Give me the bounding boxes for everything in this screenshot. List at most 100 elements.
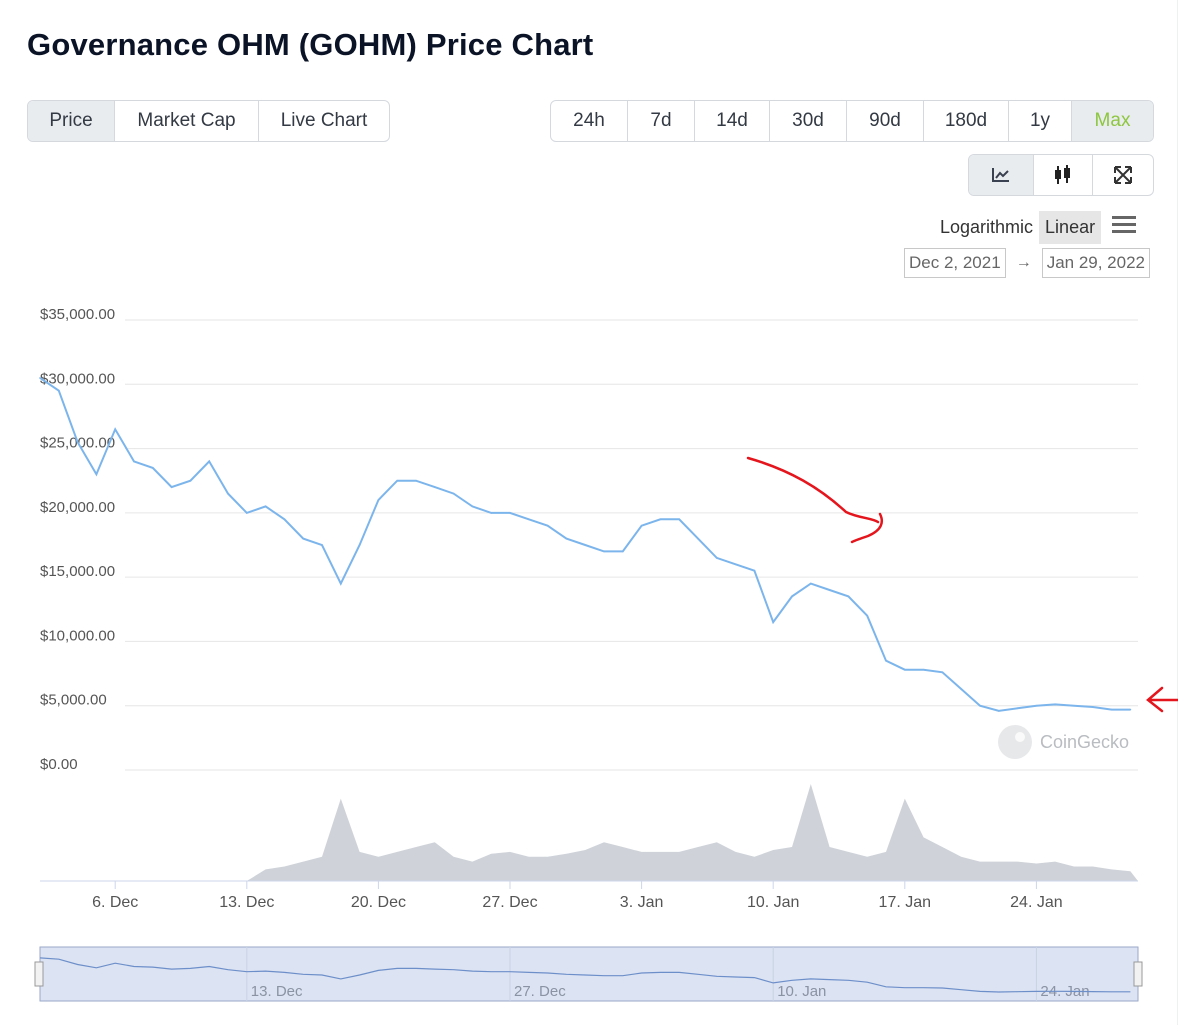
annotation-arrow-down <box>746 456 884 544</box>
scale-toggle: Logarithmic Linear <box>934 209 1102 245</box>
date-arrow: → <box>1015 254 1032 271</box>
price-point <box>76 441 79 443</box>
price-point <box>434 486 436 488</box>
y-tick-label: $15,000.00 <box>40 563 115 580</box>
y-tick-label: $10,000.00 <box>40 627 115 644</box>
volume-area <box>40 784 1138 881</box>
range-14d-button[interactable]: 14d <box>695 101 770 141</box>
tab-live-chart[interactable]: Live Chart <box>280 110 368 131</box>
price-point <box>546 524 549 527</box>
price-point <box>960 688 962 690</box>
price-point <box>509 512 511 514</box>
range-max-button[interactable]: Max <box>1072 101 1153 141</box>
price-point <box>753 569 756 572</box>
range-30d-button[interactable]: 30d <box>770 101 847 141</box>
chart-tools <box>968 154 1154 196</box>
page-scrollbar-track[interactable] <box>1177 0 1178 1025</box>
price-point <box>866 614 868 617</box>
price-point <box>603 550 605 553</box>
navigator-mask[interactable] <box>39 946 1139 1002</box>
price-point <box>95 473 98 476</box>
price-point <box>584 544 586 546</box>
annotation-arrow-left <box>1146 686 1178 713</box>
price-point <box>170 486 173 488</box>
price-point <box>321 544 323 546</box>
y-tick-label: $5,000.00 <box>40 692 107 709</box>
price-point <box>678 518 680 521</box>
navigator-tick-label: 27. Dec <box>514 983 566 1000</box>
fullscreen-button[interactable] <box>1093 155 1153 195</box>
price-point <box>998 710 1000 712</box>
price-point <box>1016 707 1019 710</box>
y-tick-label: $20,000.00 <box>40 499 115 516</box>
price-point <box>528 518 530 521</box>
range-24h-button[interactable]: 24h <box>551 101 628 141</box>
range-7d-button[interactable]: 7d <box>628 101 695 141</box>
price-point <box>114 428 116 431</box>
price-point <box>810 582 812 585</box>
price-point <box>847 595 850 598</box>
price-point <box>941 671 944 674</box>
coingecko-watermark: CoinGecko <box>998 725 1129 759</box>
fullscreen-icon <box>1114 166 1132 184</box>
x-tick-label: 27. Dec <box>482 894 537 911</box>
tab-market-cap[interactable]: Market Cap <box>115 101 259 141</box>
price-point <box>490 512 493 514</box>
navigator-left-handle[interactable] <box>34 961 44 987</box>
price-point <box>1129 708 1132 711</box>
price-point <box>622 550 624 553</box>
price-point <box>565 537 568 540</box>
date-to-input[interactable]: Jan 29, 2022 <box>1041 248 1150 278</box>
tab-price[interactable]: Price <box>28 101 115 141</box>
scale-linear-option[interactable]: Linear <box>1039 210 1102 244</box>
x-tick-label: 24. Jan <box>1010 894 1062 911</box>
range-180d-button[interactable]: 180d <box>924 101 1009 141</box>
price-point <box>640 524 643 527</box>
price-point <box>340 582 342 585</box>
x-tick-label: 3. Jan <box>620 894 664 911</box>
candlestick-button[interactable] <box>1034 155 1093 195</box>
price-point <box>904 668 906 671</box>
time-range-selector: 24h 7d 14d 30d 90d 180d 1y Max <box>550 100 1154 142</box>
price-point <box>396 479 399 482</box>
price-point <box>208 460 210 463</box>
price-point <box>227 492 229 495</box>
y-tick-label: $0.00 <box>40 756 78 773</box>
x-tick-label: 10. Jan <box>747 894 799 911</box>
price-point <box>885 659 887 662</box>
hamburger-menu-icon[interactable] <box>1112 215 1136 235</box>
price-point <box>189 479 192 482</box>
price-point <box>452 492 455 495</box>
date-from-input[interactable]: Dec 2, 2021 <box>904 248 1006 278</box>
price-point <box>1110 708 1113 711</box>
price-point <box>772 621 774 623</box>
coingecko-text: CoinGecko <box>1040 732 1129 752</box>
range-90d-button[interactable]: 90d <box>847 101 924 141</box>
price-point <box>152 467 154 469</box>
x-tick-label: 17. Jan <box>879 894 931 911</box>
price-point <box>377 499 380 501</box>
price-point <box>39 377 41 379</box>
navigator[interactable]: 13. Dec 27. Dec 10. Jan 24. Jan <box>34 946 1143 1002</box>
price-point <box>264 505 267 508</box>
navigator-right-handle[interactable] <box>1133 961 1143 987</box>
price-point <box>415 479 417 482</box>
y-tick-label: $35,000.00 <box>40 306 115 323</box>
x-tick-label: 6. Dec <box>92 894 138 911</box>
annotations <box>746 456 1178 713</box>
line-chart-button[interactable] <box>969 155 1034 195</box>
y-tick-label: $30,000.00 <box>40 370 115 387</box>
navigator-series <box>39 957 1131 993</box>
range-1y-button[interactable]: 1y <box>1009 101 1072 141</box>
price-point <box>659 518 662 521</box>
price-point <box>302 537 305 540</box>
price-point <box>246 512 248 514</box>
price-point <box>133 460 135 463</box>
scale-logarithmic-option[interactable]: Logarithmic <box>940 216 1034 237</box>
candlestick-icon <box>1055 165 1070 184</box>
price-point <box>1092 706 1094 708</box>
price-point <box>922 668 925 671</box>
x-tick-label: 13. Dec <box>219 894 274 911</box>
price-point <box>283 518 286 521</box>
price-point <box>697 537 699 540</box>
